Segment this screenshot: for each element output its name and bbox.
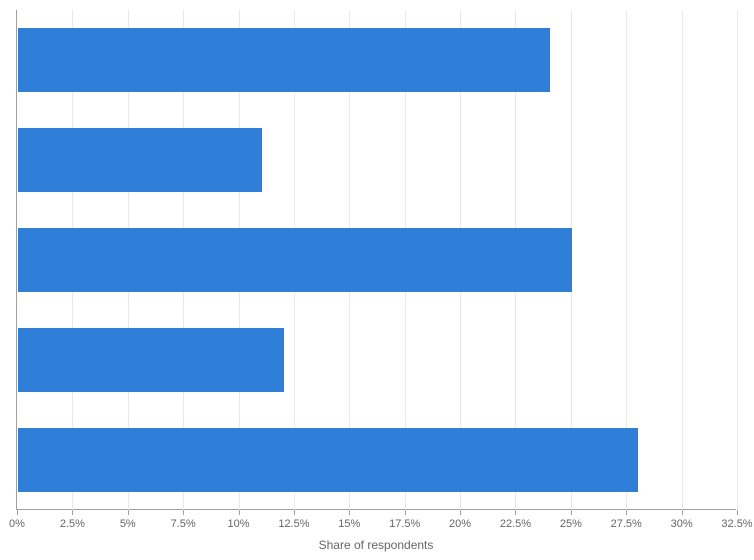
x-tick-label: 12.5% [278, 518, 309, 530]
x-tick-label: 5% [120, 518, 136, 530]
x-tick-mark [405, 510, 406, 515]
x-tick-mark [682, 510, 683, 515]
bar-row [18, 110, 737, 210]
x-tick-mark [626, 510, 627, 515]
x-tick-mark [515, 510, 516, 515]
x-tick-mark [128, 510, 129, 515]
x-tick-label: 10% [228, 518, 250, 530]
grid-line [737, 10, 738, 510]
chart-container: 0%2.5%5%7.5%10%12.5%15%17.5%20%22.5%25%2… [16, 10, 736, 510]
bar-row [18, 10, 737, 110]
x-tick-label: 20% [449, 518, 471, 530]
bar [18, 128, 262, 192]
x-tick-label: 25% [560, 518, 582, 530]
x-tick-mark [460, 510, 461, 515]
x-tick-mark [737, 510, 738, 515]
bar-row [18, 410, 737, 510]
x-tick-mark [571, 510, 572, 515]
x-tick-label: 30% [671, 518, 693, 530]
x-tick-label: 27.5% [611, 518, 642, 530]
x-tick-label: 32.5% [721, 518, 752, 530]
plot-area: 0%2.5%5%7.5%10%12.5%15%17.5%20%22.5%25%2… [16, 10, 736, 510]
x-tick-label: 15% [338, 518, 360, 530]
x-tick-mark [17, 510, 18, 515]
x-tick-mark [239, 510, 240, 515]
bar-row [18, 210, 737, 310]
x-tick-mark [294, 510, 295, 515]
bar [18, 428, 638, 492]
x-tick-label: 7.5% [171, 518, 196, 530]
x-tick-label: 22.5% [500, 518, 531, 530]
x-tick-mark [183, 510, 184, 515]
x-tick-label: 17.5% [389, 518, 420, 530]
bar [18, 228, 572, 292]
bar-row [18, 310, 737, 410]
x-tick-label: 0% [9, 518, 25, 530]
x-tick-mark [72, 510, 73, 515]
bar [18, 28, 550, 92]
x-tick-label: 2.5% [60, 518, 85, 530]
bar [18, 328, 284, 392]
x-axis-title: Share of respondents [16, 538, 736, 552]
x-tick-mark [349, 510, 350, 515]
